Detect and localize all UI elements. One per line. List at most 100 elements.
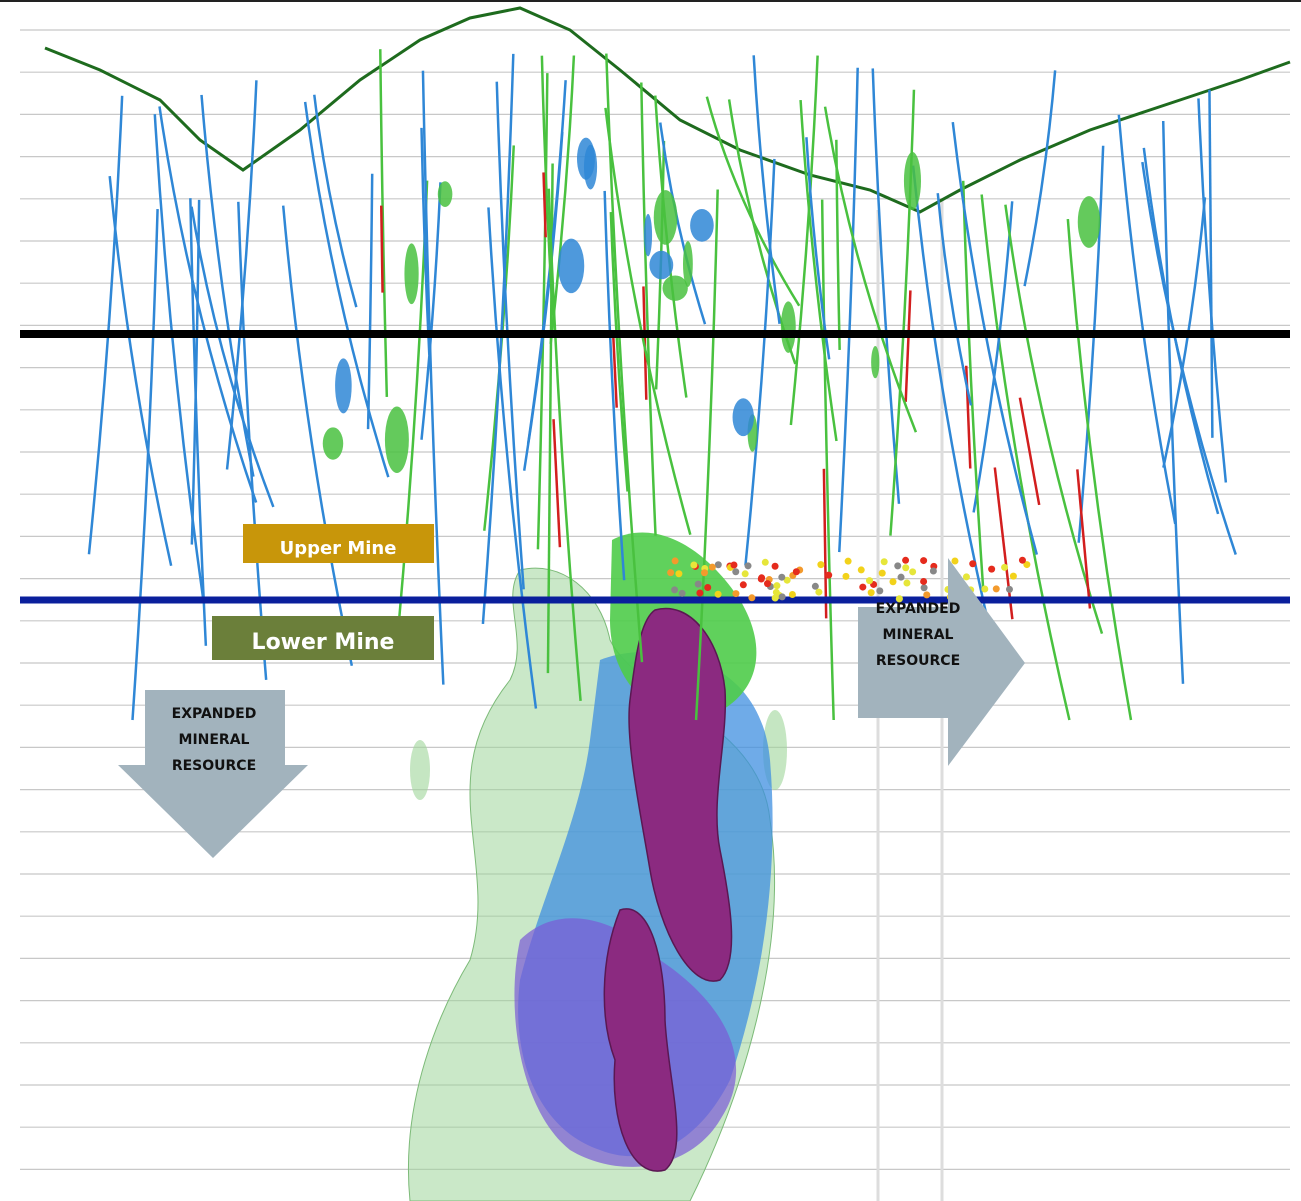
drill-hole	[752, 55, 781, 324]
arrow-text: RESOURCE	[876, 653, 960, 669]
drill-hole-assay	[1018, 397, 1041, 506]
drill-hole	[1197, 98, 1228, 483]
sample-point	[671, 586, 679, 594]
sample-point	[741, 570, 749, 578]
sample-point	[951, 557, 959, 565]
grade-blob	[384, 406, 409, 474]
drill-hole	[1117, 114, 1177, 525]
drill-hole	[694, 189, 719, 721]
sample-point	[929, 567, 937, 575]
drill-hole	[190, 199, 201, 545]
drill-hole	[980, 194, 1071, 721]
sample-point	[923, 591, 931, 599]
sample-point	[889, 578, 897, 586]
drill-hole	[420, 182, 442, 440]
drill-hole	[536, 73, 549, 550]
grade-blob	[871, 346, 880, 379]
drill-hole	[609, 211, 629, 492]
sample-point	[700, 569, 708, 577]
drill-hole	[659, 122, 707, 325]
sample-point	[730, 561, 738, 569]
sample-point	[696, 589, 704, 597]
sample-point	[811, 582, 819, 590]
drill-hole	[547, 188, 582, 701]
drill-hole	[1161, 120, 1185, 684]
drill-hole	[972, 201, 1014, 513]
drill-hole-assay	[993, 467, 1014, 620]
sample-point	[920, 577, 928, 585]
drill-hole	[838, 67, 859, 553]
grade-blob	[662, 275, 688, 301]
sample-point	[842, 572, 850, 580]
drill-hole	[936, 193, 973, 406]
sample-point	[771, 594, 779, 602]
sample-point	[815, 588, 823, 596]
sample-point	[690, 561, 698, 569]
drill-hole-assay	[612, 337, 618, 408]
drill-hole	[911, 165, 995, 644]
sample-point	[675, 570, 683, 578]
sample-point	[962, 573, 970, 581]
sample-point	[758, 574, 766, 582]
grade-blob	[732, 398, 754, 437]
arrow-right	[858, 558, 1025, 766]
sample-point	[761, 558, 769, 566]
resource-shell	[410, 740, 430, 800]
sample-point	[981, 585, 989, 593]
sample-point	[739, 581, 747, 589]
sample-point	[1009, 572, 1017, 580]
sample-point	[792, 568, 800, 576]
drill-hole	[705, 96, 801, 307]
grade-blob	[335, 358, 352, 414]
drill-hole	[420, 127, 431, 355]
sample-point	[895, 595, 903, 603]
drill-hole	[366, 173, 374, 430]
drill-hole	[200, 94, 255, 477]
drill-hole	[1066, 218, 1133, 721]
sample-point	[667, 569, 675, 577]
drill-hole	[604, 107, 692, 535]
drill-hole	[654, 95, 688, 398]
grade-blob	[903, 152, 922, 210]
drill-hole	[540, 55, 555, 316]
grade-blob	[644, 213, 653, 257]
grade-blob	[437, 181, 453, 207]
sample-point	[988, 565, 996, 573]
grade-blob	[576, 137, 595, 180]
drill-hole	[605, 53, 644, 663]
sample-point	[902, 564, 910, 572]
drill-hole	[1004, 204, 1104, 634]
sample-point	[920, 557, 928, 565]
upper-mine-label: Upper Mine	[280, 538, 397, 559]
drill-hole	[640, 82, 657, 536]
lower-mine-label: Lower Mine	[252, 630, 395, 655]
sample-point	[844, 557, 852, 565]
sample-point	[866, 577, 873, 585]
grade-blob	[404, 243, 419, 305]
drill-hole	[487, 207, 538, 709]
sample-point	[771, 562, 779, 570]
sample-point	[671, 557, 679, 565]
sample-point	[778, 573, 786, 581]
drill-hole-assay	[552, 419, 562, 548]
sample-point	[817, 561, 825, 569]
sample-point	[1023, 561, 1031, 569]
sample-point	[857, 566, 865, 574]
sample-point	[783, 576, 791, 584]
drill-hole	[744, 158, 776, 566]
drill-hole	[789, 55, 819, 426]
drill-hole	[823, 106, 918, 433]
sample-point	[678, 589, 686, 597]
sample-point	[969, 560, 977, 568]
drill-hole	[889, 89, 916, 536]
sample-point	[714, 561, 722, 569]
sample-point	[1005, 585, 1013, 593]
drill-hole	[237, 201, 268, 680]
drill-hole	[1023, 70, 1057, 287]
sample-point	[1018, 556, 1026, 564]
sample-point	[880, 558, 888, 566]
arrow-text: EXPANDED	[876, 601, 961, 617]
grade-blob	[653, 190, 678, 245]
drill-hole	[820, 199, 835, 721]
grade-blob	[690, 209, 714, 242]
